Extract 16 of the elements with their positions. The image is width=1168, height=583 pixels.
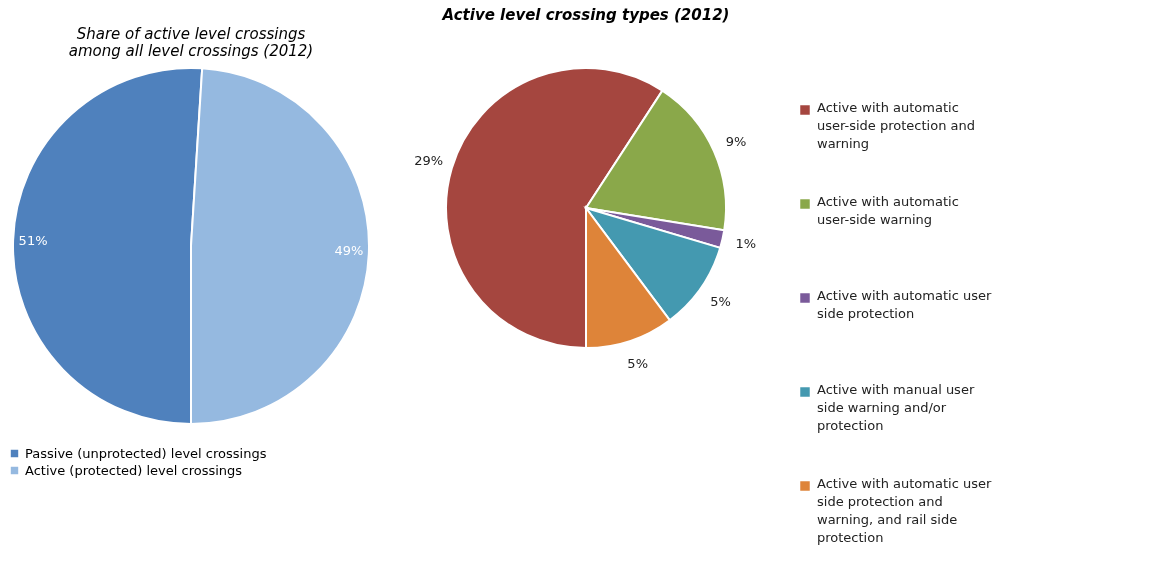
data-label: 5% bbox=[710, 293, 731, 309]
chart-title: Active level crossing types (2012) bbox=[441, 6, 730, 24]
data-label: 51% bbox=[18, 233, 48, 249]
legend-label: Active with automatic user-side protection and warning bbox=[817, 100, 975, 151]
legend-label: Active with automatic user side protection and warning, and rail side protection bbox=[817, 476, 992, 545]
chart-title: Share of active level crossings among all level crossings (2012) bbox=[68, 25, 314, 60]
data-label: 1% bbox=[735, 236, 757, 252]
legend-label: Active with manual user side warning and/or protection bbox=[817, 382, 975, 433]
data-label: 9% bbox=[725, 133, 747, 149]
data-label: 49% bbox=[334, 242, 364, 258]
legend-label: Active (protected) level crossings bbox=[25, 462, 243, 478]
legend-label: Active with automatic user side protection bbox=[817, 288, 992, 321]
data-label: 5% bbox=[627, 355, 648, 371]
data-label: 29% bbox=[414, 153, 444, 169]
legend-label: Active with automatic user-side warning bbox=[817, 194, 959, 227]
legend-label: Passive (unprotected) level crossings bbox=[25, 445, 267, 461]
